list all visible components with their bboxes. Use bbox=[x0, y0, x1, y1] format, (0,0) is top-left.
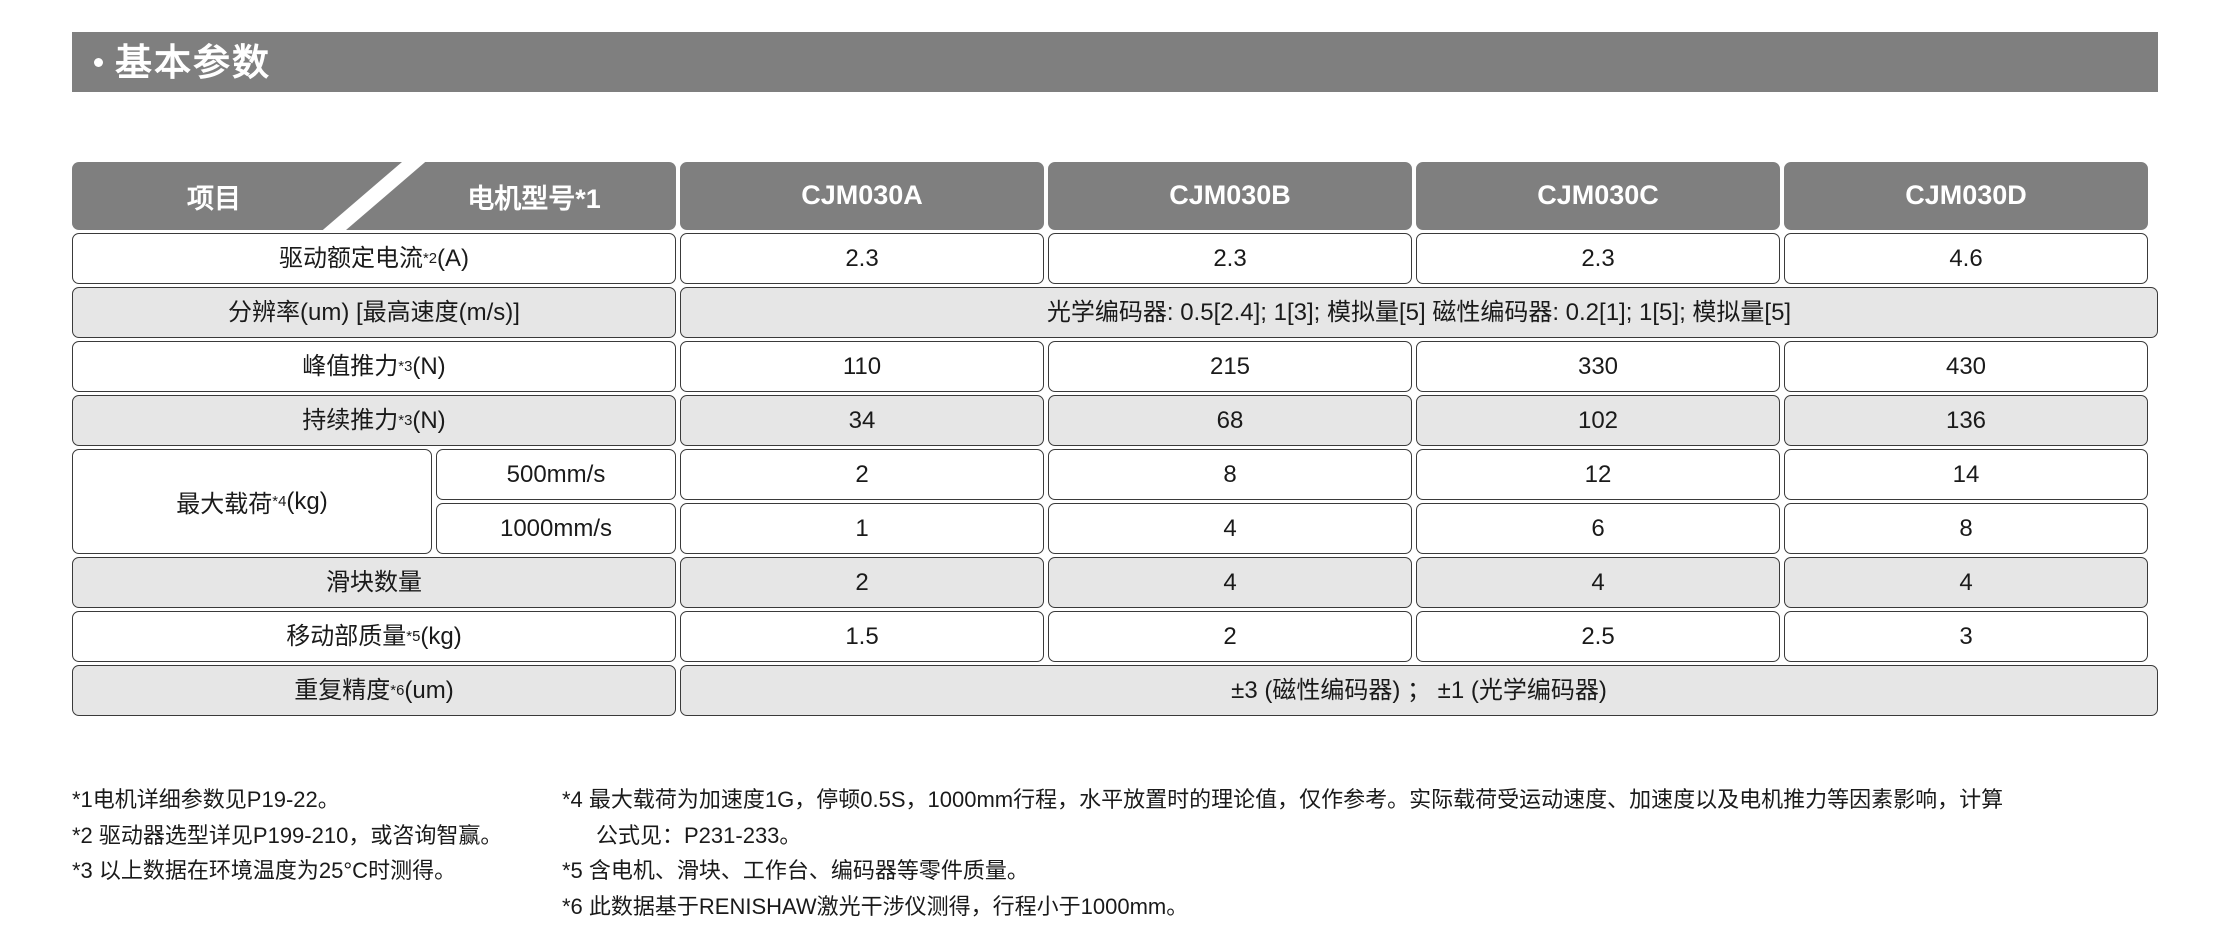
row-label-text: 分辨率(um) [最高速度(m/s)] bbox=[228, 298, 520, 326]
cell-value: 2 bbox=[680, 449, 1044, 500]
row-label-slider-count: 滑块数量 bbox=[72, 557, 676, 608]
header-item-label: 项目 bbox=[72, 162, 402, 230]
cell-value: 1.5 bbox=[680, 611, 1044, 662]
cell-value: 2.3 bbox=[680, 233, 1044, 284]
table-row: 持续推力 *3 (N) 34 68 102 136 bbox=[72, 395, 2158, 446]
row-label-text: 峰值推力 bbox=[302, 352, 399, 380]
footnote-4-continuation: 公式见：P231-233。 bbox=[596, 822, 802, 848]
table-row: 重复精度 *6 (um) ±3 (磁性编码器) ； ±1 (光学编码器) bbox=[72, 665, 2158, 716]
cell-value: 136 bbox=[1784, 395, 2148, 446]
table-row: 峰值推力 *3 (N) 110 215 330 430 bbox=[72, 341, 2158, 392]
row-label-text: 驱动额定电流 bbox=[278, 244, 423, 272]
subrow-label-speed-1000: 1000mm/s bbox=[436, 503, 676, 554]
section-title-bar: 基本参数 bbox=[72, 32, 2158, 92]
cell-value: 2 bbox=[1048, 611, 1412, 662]
header-model-cjm030c: CJM030C bbox=[1416, 162, 1780, 230]
footnote-4: *4 最大载荷为加速度1G，停顿0.5S，1000mm行程，水平放置时的理论值，… bbox=[562, 787, 2004, 812]
cell-value: 14 bbox=[1784, 449, 2148, 500]
cell-value: 430 bbox=[1784, 341, 2148, 392]
row-label-text: 滑块数量 bbox=[326, 568, 422, 596]
cell-value: 4 bbox=[1416, 557, 1780, 608]
footnote-1: *1电机详细参数见P19-22。 bbox=[72, 787, 340, 812]
cell-value: 68 bbox=[1048, 395, 1412, 446]
cell-value: 4 bbox=[1048, 557, 1412, 608]
footnote-6: *6 此数据基于RENISHAW激光干涉仪测得，行程小于1000mm。 bbox=[562, 893, 1189, 919]
row-label-peak-thrust: 峰值推力 *3 (N) bbox=[72, 341, 676, 392]
cell-value: 6 bbox=[1416, 503, 1780, 554]
table-row: 1000mm/s 1 4 6 8 bbox=[436, 503, 2158, 554]
cell-value-merged-repeatability: ±3 (磁性编码器) ； ±1 (光学编码器) bbox=[680, 665, 2158, 716]
row-label-resolution: 分辨率(um) [最高速度(m/s)] bbox=[72, 287, 676, 338]
row-label-repeatability: 重复精度 *6 (um) bbox=[72, 665, 676, 716]
cell-value: 2 bbox=[680, 557, 1044, 608]
bullet-icon bbox=[94, 57, 103, 67]
row-label-text: 最大载荷 bbox=[176, 491, 273, 518]
row-label-text: 移动部质量 bbox=[286, 622, 407, 650]
table-row: 驱动额定电流 *2 (A) 2.3 2.3 2.3 4.6 bbox=[72, 233, 2158, 284]
row-label-text: 重复精度 bbox=[294, 676, 391, 704]
row-label-unit: (kg) bbox=[286, 487, 328, 515]
row-label-text: 持续推力 bbox=[302, 406, 399, 434]
footnotes-left-column: *1电机详细参数见P19-22。 *2 驱动器选型详见P199-210，或咨询智… bbox=[72, 782, 562, 925]
cell-value: 2.3 bbox=[1416, 233, 1780, 284]
header-model-cjm030d: CJM030D bbox=[1784, 162, 2148, 230]
footnote-5: *5 含电机、滑块、工作台、编码器等零件质量。 bbox=[562, 858, 1029, 884]
cell-value: 3 bbox=[1784, 611, 2148, 662]
table-row: 滑块数量 2 4 4 4 bbox=[72, 557, 2158, 608]
row-label-max-load: 最大载荷 *4 (kg) bbox=[72, 449, 432, 554]
cell-value-merged-resolution: 光学编码器: 0.5[2.4]; 1[3]; 模拟量[5] 磁性编码器: 0.2… bbox=[680, 287, 2158, 338]
cell-value: 1 bbox=[680, 503, 1044, 554]
row-label-unit: (um) bbox=[404, 676, 454, 704]
row-label-rated-current: 驱动额定电流 *2 (A) bbox=[72, 233, 676, 284]
cell-value: 8 bbox=[1784, 503, 2148, 554]
table-row: 分辨率(um) [最高速度(m/s)] 光学编码器: 0.5[2.4]; 1[3… bbox=[72, 287, 2158, 338]
row-label-continuous-thrust: 持续推力 *3 (N) bbox=[72, 395, 676, 446]
header-model-cjm030a: CJM030A bbox=[680, 162, 1044, 230]
cell-value: 4 bbox=[1048, 503, 1412, 554]
cell-value: 8 bbox=[1048, 449, 1412, 500]
page-title: 基本参数 bbox=[115, 41, 271, 83]
header-split-cell: 项目 电机型号*1 bbox=[72, 162, 676, 230]
cell-value: 330 bbox=[1416, 341, 1780, 392]
cell-value: 34 bbox=[680, 395, 1044, 446]
footnote-2: *2 驱动器选型详见P199-210，或咨询智赢。 bbox=[72, 822, 503, 848]
table-header-row: 项目 电机型号*1 CJM030A CJM030B CJM030C CJM030… bbox=[72, 162, 2158, 230]
cell-value: 102 bbox=[1416, 395, 1780, 446]
footnotes-right-column: *4 最大载荷为加速度1G，停顿0.5S，1000mm行程，水平放置时的理论值，… bbox=[562, 782, 2158, 925]
specification-table: 项目 电机型号*1 CJM030A CJM030B CJM030C CJM030… bbox=[72, 162, 2158, 719]
subrow-label-speed-500: 500mm/s bbox=[436, 449, 676, 500]
cell-value: 2.5 bbox=[1416, 611, 1780, 662]
cell-value: 2.3 bbox=[1048, 233, 1412, 284]
footnote-3: *3 以上数据在环境温度为25°C时测得。 bbox=[72, 858, 457, 884]
header-model-label: 电机型号*1 bbox=[346, 162, 676, 230]
row-label-unit: (N) bbox=[412, 406, 446, 434]
cell-value: 12 bbox=[1416, 449, 1780, 500]
table-row-group-max-load: 最大载荷 *4 (kg) 500mm/s 2 8 12 14 1000mm/s 1 … bbox=[72, 449, 2158, 554]
max-load-subrows: 500mm/s 2 8 12 14 1000mm/s 1 4 6 8 bbox=[436, 449, 2158, 554]
row-label-unit: (kg) bbox=[420, 622, 462, 650]
cell-value: 4.6 bbox=[1784, 233, 2148, 284]
cell-value: 4 bbox=[1784, 557, 2148, 608]
table-row: 移动部质量 *5 (kg) 1.5 2 2.5 3 bbox=[72, 611, 2158, 662]
cell-value: 215 bbox=[1048, 341, 1412, 392]
footnotes: *1电机详细参数见P19-22。 *2 驱动器选型详见P199-210，或咨询智… bbox=[72, 782, 2158, 925]
row-label-unit: (A) bbox=[437, 244, 470, 272]
row-label-unit: (N) bbox=[412, 352, 446, 380]
table-row: 500mm/s 2 8 12 14 bbox=[436, 449, 2158, 500]
header-model-cjm030b: CJM030B bbox=[1048, 162, 1412, 230]
row-label-moving-mass: 移动部质量 *5 (kg) bbox=[72, 611, 676, 662]
cell-value: 110 bbox=[680, 341, 1044, 392]
